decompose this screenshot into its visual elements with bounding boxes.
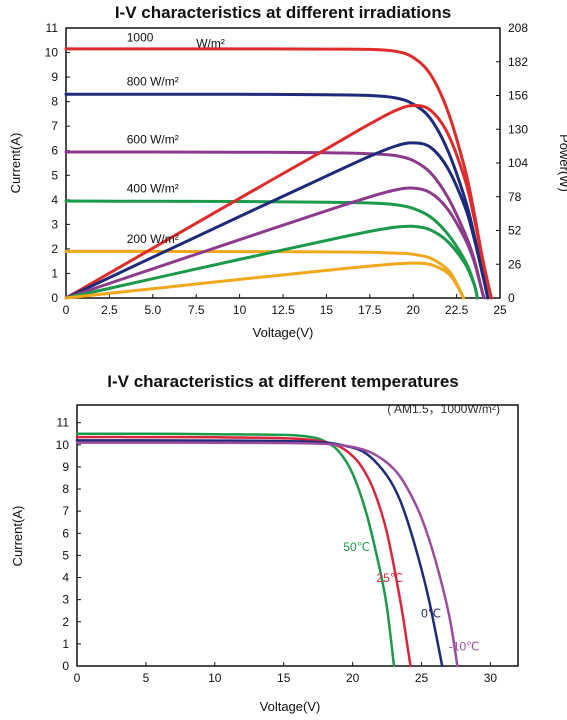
chart2-y-tick-label: 4: [62, 571, 69, 585]
irradiation-chart: I-V characteristics at different irradia…: [8, 3, 567, 340]
chart1-x-tick-label: 22.5: [445, 303, 469, 317]
chart1-x-tick-label: 20: [407, 303, 421, 317]
chart1-x-tick-label: 0: [63, 303, 70, 317]
chart1-current-curve-3: [64, 199, 479, 300]
chart2-y-tick-label: 6: [62, 526, 69, 540]
chart2-x-tick-label: 0: [74, 671, 81, 685]
chart1-y-tick-label: 11: [46, 21, 59, 35]
chart1-x-tick-label: 5.0: [144, 303, 161, 317]
chart2-subtitle: ( AM1.5，1000W/m²): [387, 402, 500, 416]
chart2-title: I-V characteristics at different tempera…: [107, 372, 458, 391]
chart1-y2-tick-label: 156: [508, 89, 528, 103]
chart2-y-tick-label: 0: [62, 659, 69, 673]
chart1-power-curve-5: [64, 104, 493, 300]
chart2-y-axis-label: Current(A): [10, 506, 25, 567]
chart2-x-axis-label: Voltage(V): [260, 699, 321, 714]
chart1-power-curve-6: [64, 141, 490, 300]
chart2-series-annotation: 25℃: [376, 571, 403, 585]
chart2-x-tick-label: 5: [143, 671, 150, 685]
chart1-x-tick-label: 2.5: [101, 303, 118, 317]
chart1-y2-tick-label: 78: [508, 190, 522, 204]
chart1-y-tick-label: 1: [51, 266, 58, 280]
chart1-x-axis-label: Voltage(V): [253, 325, 314, 340]
chart2-series-annotation: -10℃: [449, 640, 480, 654]
chart1-y2-tick-label: 130: [508, 122, 528, 136]
chart1-power-curve-7: [64, 186, 486, 300]
chart1-x-tick-label: 7.5: [188, 303, 205, 317]
chart2-y-tick-label: 1: [62, 637, 69, 651]
chart2-x-tick-label: 15: [277, 671, 291, 685]
chart1-x-tick-label: 10: [233, 303, 247, 317]
chart1-y-tick-label: 7: [51, 119, 58, 133]
chart1-plot-frame: [65, 27, 501, 299]
chart2-series-annotation: 50℃: [343, 540, 370, 554]
temperature-chart: I-V characteristics at different tempera…: [10, 372, 519, 714]
chart1-y2-tick-label: 0: [508, 291, 515, 305]
chart1-y2-tick-label: 26: [508, 257, 522, 271]
chart1-x-tick-label: 12.5: [271, 303, 295, 317]
chart1-y-tick-label: 3: [51, 217, 58, 231]
chart1-y-tick-label: 8: [51, 95, 58, 109]
chart2-current-curve-1: [75, 435, 412, 668]
chart2-series-annotation: 0℃: [421, 606, 441, 620]
chart2-x-tick-label: 25: [415, 671, 429, 685]
chart2-x-tick-label: 30: [484, 671, 498, 685]
chart2-y-tick-label: 8: [62, 482, 69, 496]
chart1-series-annotation: 1000: [127, 31, 154, 45]
chart1-x-tick-label: 17.5: [358, 303, 382, 317]
chart1-y-tick-label: 4: [51, 193, 58, 207]
chart1-y2-axis-label: Power(W): [557, 134, 567, 192]
chart1-y-tick-label: 0: [51, 291, 58, 305]
chart1-x-tick-label: 25: [493, 303, 507, 317]
chart2-x-tick-label: 10: [208, 671, 222, 685]
chart1-series-annotation: W/m²: [196, 37, 225, 51]
chart1-series-annotation: 800 W/m²: [127, 75, 179, 89]
chart2-plot-frame: [76, 404, 519, 667]
chart2-current-curve-2: [75, 439, 444, 668]
chart2-y-tick-label: 3: [62, 593, 69, 607]
chart2-y-tick-label: 2: [62, 615, 69, 629]
chart1-series-annotation: 600 W/m²: [127, 132, 179, 146]
chart1-y-axis-label: Current(A): [8, 133, 23, 194]
chart1-series-annotation: 200 W/m²: [127, 232, 179, 246]
chart1-y2-tick-label: 104: [508, 156, 528, 170]
chart1-y2-tick-label: 182: [508, 55, 528, 69]
chart2-y-tick-label: 11: [57, 416, 70, 430]
chart1-series-annotation: 400 W/m²: [127, 181, 179, 195]
chart1-x-tick-label: 15: [320, 303, 334, 317]
chart2-current-curve-3: [75, 441, 459, 668]
chart1-title: I-V characteristics at different irradia…: [115, 3, 451, 22]
chart1-y2-tick-label: 52: [508, 224, 522, 238]
chart1-power-curve-8: [64, 224, 479, 300]
chart1-y-tick-label: 5: [51, 168, 58, 182]
chart1-current-curve-4: [64, 249, 465, 300]
chart2-y-tick-label: 5: [62, 548, 69, 562]
chart2-y-tick-label: 9: [62, 460, 69, 474]
chart2-y-tick-label: 7: [62, 504, 69, 518]
chart1-y-tick-label: 6: [51, 144, 58, 158]
chart1-y-tick-label: 10: [45, 46, 59, 60]
chart2-y-tick-label: 10: [56, 438, 70, 452]
chart2-x-tick-label: 20: [346, 671, 360, 685]
chart1-y-tick-label: 2: [51, 242, 58, 256]
chart1-power-curve-9: [64, 261, 465, 300]
chart1-y2-tick-label: 208: [508, 21, 528, 35]
chart1-y-tick-label: 9: [51, 70, 58, 84]
